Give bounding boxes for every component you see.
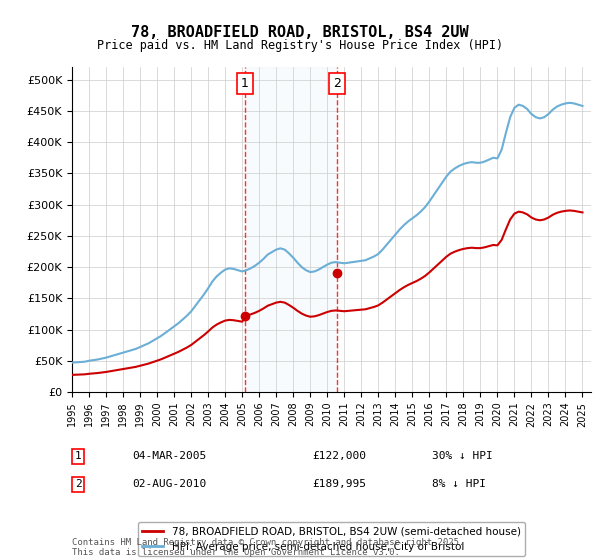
Text: Price paid vs. HM Land Registry's House Price Index (HPI): Price paid vs. HM Land Registry's House …	[97, 39, 503, 52]
Text: 2: 2	[74, 479, 82, 489]
Text: £122,000: £122,000	[312, 451, 366, 461]
Text: Contains HM Land Registry data © Crown copyright and database right 2025.
This d: Contains HM Land Registry data © Crown c…	[72, 538, 464, 557]
Text: 04-MAR-2005: 04-MAR-2005	[132, 451, 206, 461]
Text: 78, BROADFIELD ROAD, BRISTOL, BS4 2UW: 78, BROADFIELD ROAD, BRISTOL, BS4 2UW	[131, 25, 469, 40]
Text: £189,995: £189,995	[312, 479, 366, 489]
Text: 8% ↓ HPI: 8% ↓ HPI	[432, 479, 486, 489]
Bar	[245, 67, 337, 392]
Text: 30% ↓ HPI: 30% ↓ HPI	[432, 451, 493, 461]
Text: 02-AUG-2010: 02-AUG-2010	[132, 479, 206, 489]
Text: 1: 1	[74, 451, 82, 461]
Text: 1: 1	[241, 77, 249, 90]
Text: 2: 2	[333, 77, 341, 90]
Legend: 78, BROADFIELD ROAD, BRISTOL, BS4 2UW (semi-detached house), HPI: Average price,: 78, BROADFIELD ROAD, BRISTOL, BS4 2UW (s…	[138, 522, 525, 556]
